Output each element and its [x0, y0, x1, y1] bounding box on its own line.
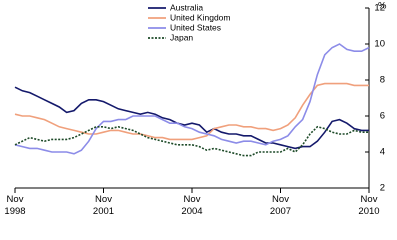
x-tick-label: Nov 2007	[270, 194, 291, 217]
y-tick-label: 8	[380, 75, 385, 86]
legend-label: Australia	[170, 2, 203, 12]
chart: % 2 4 6 8 10 12 Nov 1998 Nov 2001 Nov 2004 Nov 2007 No…	[4, 1, 387, 217]
series-line	[14, 125, 369, 157]
x-tick-label: Nov 1998	[4, 194, 25, 217]
x-tick-label: Nov 2010	[358, 194, 379, 217]
y-tick-label: 4	[380, 147, 385, 158]
series-line	[14, 86, 369, 150]
y-tick-label: 12	[374, 3, 385, 14]
y-tick-label: 2	[380, 183, 385, 194]
y-tick-label: 10	[374, 39, 385, 50]
x-tick-label: Nov 2001	[93, 194, 114, 217]
legend-label: Japan	[170, 32, 193, 42]
legend-label: United Kingdom	[170, 12, 230, 22]
series-line	[14, 43, 370, 155]
series-line	[14, 82, 369, 141]
y-tick-label: 6	[380, 111, 385, 122]
y-axis-unit: %	[378, 1, 387, 12]
legend-label: United States	[170, 22, 221, 32]
x-tick-label: Nov 2004	[181, 194, 202, 217]
